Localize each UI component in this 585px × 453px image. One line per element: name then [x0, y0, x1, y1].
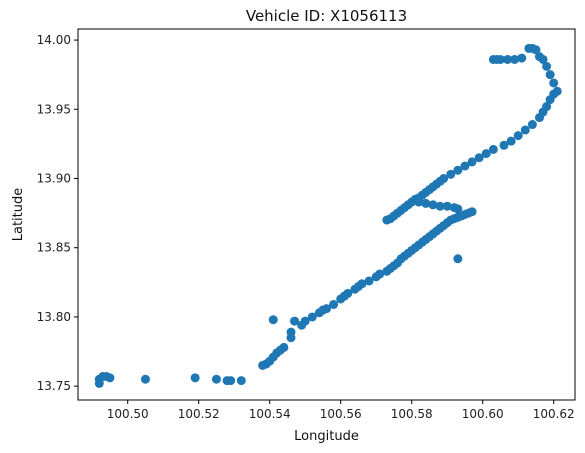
- data-point: [236, 376, 246, 386]
- data-point: [190, 373, 200, 383]
- chart-title: Vehicle ID: X1056113: [246, 7, 407, 25]
- data-point: [322, 304, 331, 314]
- data-point: [211, 374, 221, 384]
- data-point: [140, 374, 150, 384]
- data-point: [474, 153, 484, 163]
- data-point: [375, 269, 385, 279]
- data-point: [357, 279, 367, 289]
- data-point: [552, 86, 562, 96]
- plot-frame: [77, 28, 576, 401]
- y-tick-label: 13.85: [37, 241, 71, 255]
- data-point: [510, 54, 520, 64]
- x-tick-label: 100.52: [178, 407, 220, 421]
- x-axis-label: Longitude: [294, 429, 359, 444]
- data-point: [520, 125, 530, 135]
- y-tick-label: 13.90: [37, 172, 71, 186]
- data-point: [279, 342, 289, 352]
- data-point: [542, 102, 552, 112]
- y-axis-ticks: 13.75 13.80 13.85 13.90 13.95 14.00: [37, 33, 78, 393]
- data-point: [513, 131, 523, 141]
- data-point: [421, 198, 431, 208]
- data-point: [527, 120, 537, 130]
- data-point: [488, 144, 498, 154]
- x-tick-label: 100.60: [462, 407, 504, 421]
- data-point: [428, 200, 438, 210]
- data-point: [453, 204, 463, 214]
- data-point: [226, 376, 236, 386]
- data-point: [517, 53, 527, 63]
- data-point: [268, 315, 278, 325]
- data-point: [488, 54, 498, 64]
- data-point: [503, 54, 513, 64]
- data-point: [439, 174, 449, 184]
- x-tick-label: 100.56: [320, 407, 362, 421]
- data-point: [460, 161, 470, 171]
- data-point: [300, 316, 310, 326]
- data-point: [105, 373, 115, 383]
- data-point: [506, 136, 516, 146]
- x-tick-label: 100.54: [249, 407, 291, 421]
- data-point: [453, 254, 463, 264]
- data-point: [435, 201, 445, 211]
- data-point: [467, 157, 477, 167]
- data-point: [414, 197, 424, 207]
- y-tick-label: 14.00: [37, 33, 71, 47]
- data-points: [94, 43, 562, 388]
- data-point: [286, 327, 296, 337]
- data-point: [542, 61, 552, 71]
- data-point: [524, 43, 534, 53]
- data-point: [453, 165, 463, 175]
- data-point: [545, 70, 555, 80]
- data-point: [549, 78, 559, 88]
- data-point: [446, 169, 456, 179]
- y-tick-label: 13.75: [37, 379, 71, 393]
- data-point: [290, 316, 300, 326]
- x-tick-label: 100.58: [391, 407, 433, 421]
- x-tick-label: 100.62: [533, 407, 575, 421]
- x-axis-ticks: 100.50 100.52 100.54 100.56 100.58 100.60 100.…: [107, 400, 575, 421]
- data-point: [343, 288, 353, 298]
- y-tick-label: 13.95: [37, 102, 71, 116]
- x-tick-label: 100.50: [107, 407, 149, 421]
- data-point: [442, 201, 452, 211]
- data-point: [481, 149, 491, 159]
- data-point: [467, 207, 477, 217]
- data-point: [329, 299, 339, 309]
- data-point: [94, 378, 104, 388]
- data-point: [535, 52, 544, 62]
- y-axis-label: Latitude: [11, 188, 26, 242]
- data-point: [364, 276, 374, 286]
- data-point: [307, 312, 317, 322]
- data-point: [499, 140, 509, 150]
- y-tick-label: 13.80: [37, 310, 71, 324]
